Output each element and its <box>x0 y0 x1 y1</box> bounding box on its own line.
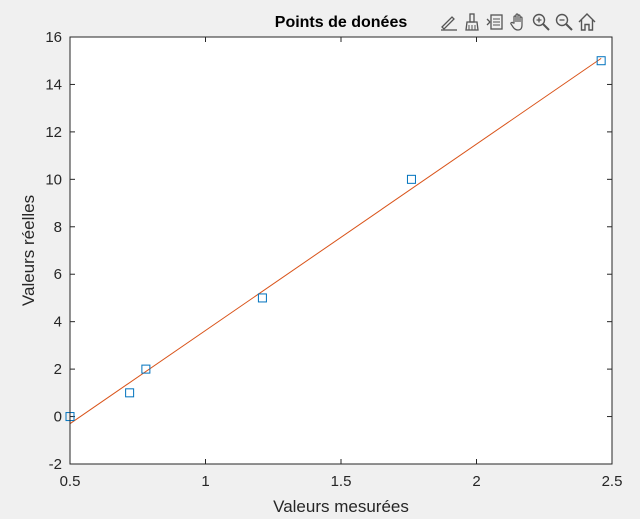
tick-labels: 0.5 1 1.5 2 2.5 -2 0 2 4 6 8 10 12 14 16 <box>45 29 622 490</box>
chart-title: Points de donées <box>275 14 408 31</box>
home-button[interactable] <box>576 10 598 34</box>
y-tick-label: 12 <box>45 124 62 141</box>
y-tick-label: 4 <box>54 314 62 331</box>
y-tick-label: 14 <box>45 76 62 93</box>
fit-line <box>69 57 602 425</box>
y-tick-label: 6 <box>54 266 62 283</box>
axes-background <box>70 37 612 464</box>
x-tick-label: 0.5 <box>60 473 81 490</box>
zoom-out-button[interactable] <box>553 10 575 34</box>
y-axis-label: Valeurs réelles <box>19 195 38 306</box>
data-point <box>141 364 151 374</box>
brush-button[interactable] <box>461 10 483 34</box>
y-tick-label: 2 <box>54 361 62 378</box>
x-tick-label: 1 <box>201 473 209 490</box>
zoom-in-button[interactable] <box>530 10 552 34</box>
edit-plot-icon <box>441 16 457 31</box>
brush-icon <box>465 13 479 31</box>
axes-toolbar <box>438 8 598 36</box>
pan-icon <box>510 13 523 31</box>
x-tick-label: 2 <box>472 473 480 490</box>
zoom-out-icon <box>555 13 573 31</box>
home-icon <box>578 13 596 31</box>
axes-box <box>69 36 613 465</box>
y-tick-label: 16 <box>45 29 62 46</box>
data-point <box>257 293 267 303</box>
y-tick-label: -2 <box>49 456 62 473</box>
edit-plot-button[interactable] <box>438 10 460 34</box>
y-tick-label: 10 <box>45 171 62 188</box>
data-cursor-button[interactable] <box>484 10 506 34</box>
data-point <box>125 388 135 398</box>
x-tick-label: 1.5 <box>331 473 352 490</box>
x-tick-label: 2.5 <box>602 473 623 490</box>
data-point <box>596 56 606 66</box>
pan-button[interactable] <box>507 10 529 34</box>
data-cursor-icon <box>486 14 503 30</box>
x-axis-label: Valeurs mesurées <box>273 497 409 516</box>
data-point <box>406 174 416 184</box>
zoom-in-icon <box>532 13 550 31</box>
y-tick-label: 0 <box>54 409 62 426</box>
y-tick-label: 8 <box>54 219 62 236</box>
